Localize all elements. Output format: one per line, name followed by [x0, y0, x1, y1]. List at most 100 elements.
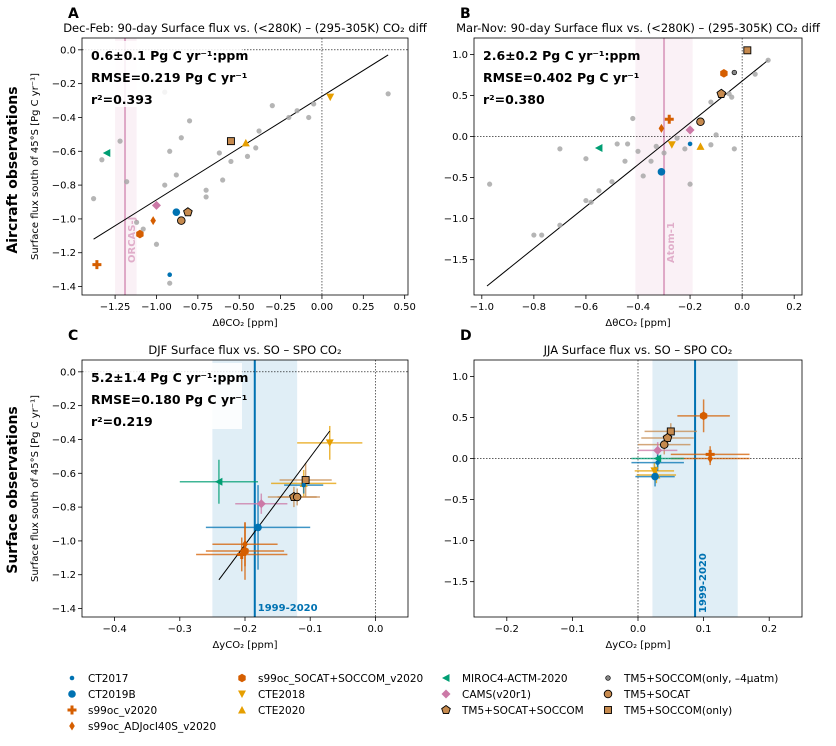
- plot-area: [474, 38, 802, 295]
- x-tick-label: 0.2: [786, 302, 802, 313]
- data-point-grey: [306, 114, 312, 121]
- data-point-grey: [244, 153, 251, 159]
- data-point-grey: [557, 146, 563, 152]
- data-point-adj: [242, 539, 248, 549]
- y-tick-label: −1.5: [444, 255, 468, 266]
- y-tick-label: 0.0: [452, 132, 468, 143]
- x-tick-label: −0.2: [678, 302, 702, 313]
- x-tick-label: 0.0: [734, 302, 750, 313]
- legend-item: s99oc_ADJocI40S_v2020: [69, 721, 216, 733]
- legend-marker-tm5b: [605, 675, 611, 681]
- data-point-grey: [531, 232, 537, 238]
- data-point-grey: [294, 108, 300, 114]
- data-point-miroc: [214, 477, 223, 486]
- plot-area: [474, 360, 802, 617]
- data-point-grey: [286, 114, 292, 121]
- panel-c: 5.2±1.4 Pg C yr⁻¹:ppm RMSE=0.180 Pg C yr⁻…: [30, 328, 409, 651]
- y-tick-label: 0.0: [452, 454, 468, 465]
- y-tick-label: −0.4: [52, 435, 76, 446]
- legend-item: MIROC4-ACTM-2020: [442, 673, 568, 685]
- data-point-grey: [186, 118, 193, 124]
- data-point-socat: [136, 229, 144, 239]
- data-point-tm5d: [666, 427, 675, 436]
- panel-title: Dec-Feb: 90-day Surface flux vs. (<280K)…: [63, 21, 428, 35]
- legend-label: TM5+SOCCOM(only, –4μatm): [623, 673, 778, 685]
- legend-label: CTE2020: [258, 705, 305, 717]
- x-tick-label: 0.0: [367, 624, 383, 635]
- y-tick-label: −1.0: [52, 214, 76, 225]
- legend-item: CTE2018: [238, 689, 305, 701]
- x-axis-label: ΔyCO₂ [ppm]: [212, 640, 277, 651]
- legend-item: TM5+SOCCOM(only, –4μatm): [605, 673, 778, 685]
- legend-marker-s99oc: [67, 705, 77, 715]
- stat-line: r²=0.219: [91, 414, 153, 429]
- legend-item: TM5+SOCCOM(only): [604, 705, 732, 717]
- y-tick-label: −0.6: [52, 147, 76, 158]
- x-tick-label: −0.75: [183, 302, 214, 313]
- data-point-tm5c: [659, 440, 669, 449]
- data-point-grey: [640, 173, 646, 179]
- data-point-ct2019b: [651, 472, 659, 481]
- axes-frame: [81, 37, 409, 296]
- data-point-grey: [752, 71, 758, 77]
- x-tick-label: 0.1: [696, 624, 712, 635]
- data-point-grey: [253, 145, 259, 151]
- legend-label: TM5+SOCAT: [623, 689, 691, 701]
- data-point-cams: [256, 499, 266, 509]
- legend-label: s99oc_v2020: [88, 705, 157, 717]
- data-point-tm5c: [292, 492, 302, 502]
- legend-label: CAMS(v20r1): [462, 689, 531, 701]
- x-tick-label: 0.00: [311, 302, 333, 313]
- x-axis-label: ΔθCO₂ [ppm]: [212, 318, 277, 329]
- data-point-grey: [311, 101, 317, 107]
- data-point-grey: [635, 148, 641, 154]
- data-point-grey: [661, 150, 667, 156]
- legend-item: CT2017: [69, 673, 128, 685]
- legend-item: TM5+SOCAT+SOCCOM: [441, 704, 584, 717]
- x-tick-label: −0.8: [522, 302, 546, 313]
- stats-box: [84, 41, 242, 107]
- data-point-grey: [153, 241, 160, 247]
- data-point-tm5c: [696, 117, 705, 127]
- x-tick-label: −1.00: [141, 302, 172, 313]
- data-point-grey: [557, 222, 563, 228]
- legend-marker-miroc: [442, 674, 450, 682]
- data-point-grey: [583, 197, 589, 204]
- stat-line: RMSE=0.219 Pg C yr⁻¹: [91, 70, 247, 85]
- panel-letter: D: [460, 328, 472, 344]
- legend-item: CAMS(v20r1): [441, 689, 531, 701]
- data-point-grey: [653, 143, 659, 149]
- panel-title: Mar-Nov: 90-day Surface flux vs. (<280K)…: [456, 21, 821, 35]
- data-point-cte2020: [241, 138, 250, 147]
- data-point-grey: [203, 187, 209, 193]
- obs-band-label: 1999-2020: [698, 553, 709, 613]
- data-point-socat: [720, 69, 728, 78]
- data-point-grey: [729, 94, 735, 100]
- data-point-s99oc: [237, 549, 247, 559]
- data-point-grey: [167, 148, 173, 154]
- stat-line: 0.6±0.1 Pg C yr⁻¹:ppm: [91, 48, 248, 63]
- x-axis-label: ΔθCO₂ [ppm]: [605, 318, 670, 329]
- data-point-ct2017: [167, 272, 173, 278]
- panel-d: 1999-2020 −0.2 −0.1 0.0 0.1 0.2 −1.5 −1.0 −0.5 0.…: [444, 328, 803, 651]
- data-point-miroc: [594, 144, 603, 153]
- data-point-grey: [140, 226, 146, 232]
- legend-marker-adj: [69, 721, 75, 731]
- stat-line: 5.2±1.4 Pg C yr⁻¹:ppm: [91, 370, 248, 385]
- data-point-grey: [765, 57, 771, 63]
- x-tick-label: −0.2: [495, 624, 519, 635]
- data-point-ct2017: [301, 482, 306, 488]
- data-point-tm5d: [226, 137, 235, 146]
- axes-frame: [473, 359, 803, 618]
- legend-label: MIROC4-ACTM-2020: [462, 673, 568, 685]
- stat-line: r²=0.380: [483, 92, 545, 107]
- data-point-grey: [648, 158, 654, 164]
- fit-line: [93, 54, 389, 240]
- y-tick-label: −1.4: [52, 604, 76, 615]
- data-point-grey: [167, 280, 173, 286]
- data-point-grey: [216, 150, 222, 156]
- x-tick-label: −0.3: [168, 624, 192, 635]
- x-tick-label: −0.1: [298, 624, 322, 635]
- x-tick-label: −1.25: [100, 302, 131, 313]
- x-tick-label: −0.2: [233, 624, 257, 635]
